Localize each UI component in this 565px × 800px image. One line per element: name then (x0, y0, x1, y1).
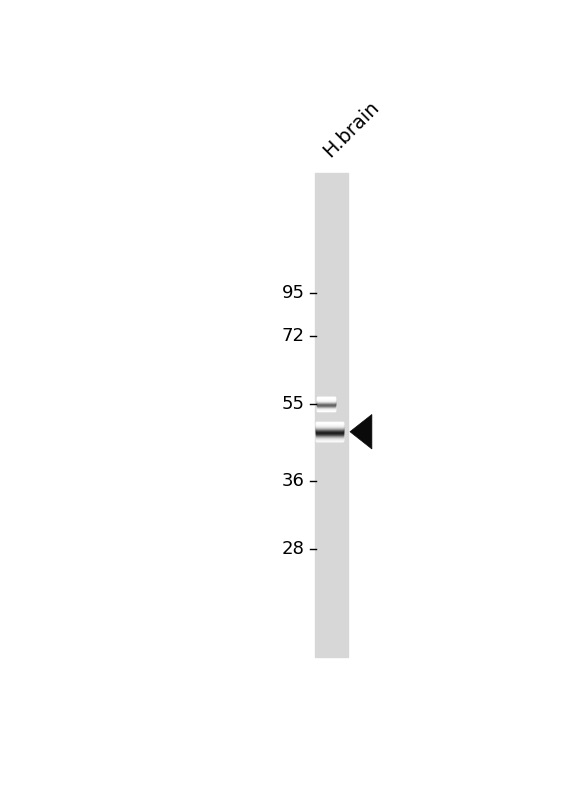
Polygon shape (350, 414, 372, 449)
Bar (315, 173, 347, 657)
Text: 55: 55 (282, 395, 305, 413)
Text: 28: 28 (282, 540, 305, 558)
Text: 36: 36 (282, 472, 305, 490)
Text: 95: 95 (282, 284, 305, 302)
Text: H.brain: H.brain (320, 98, 383, 161)
Text: 72: 72 (282, 327, 305, 346)
